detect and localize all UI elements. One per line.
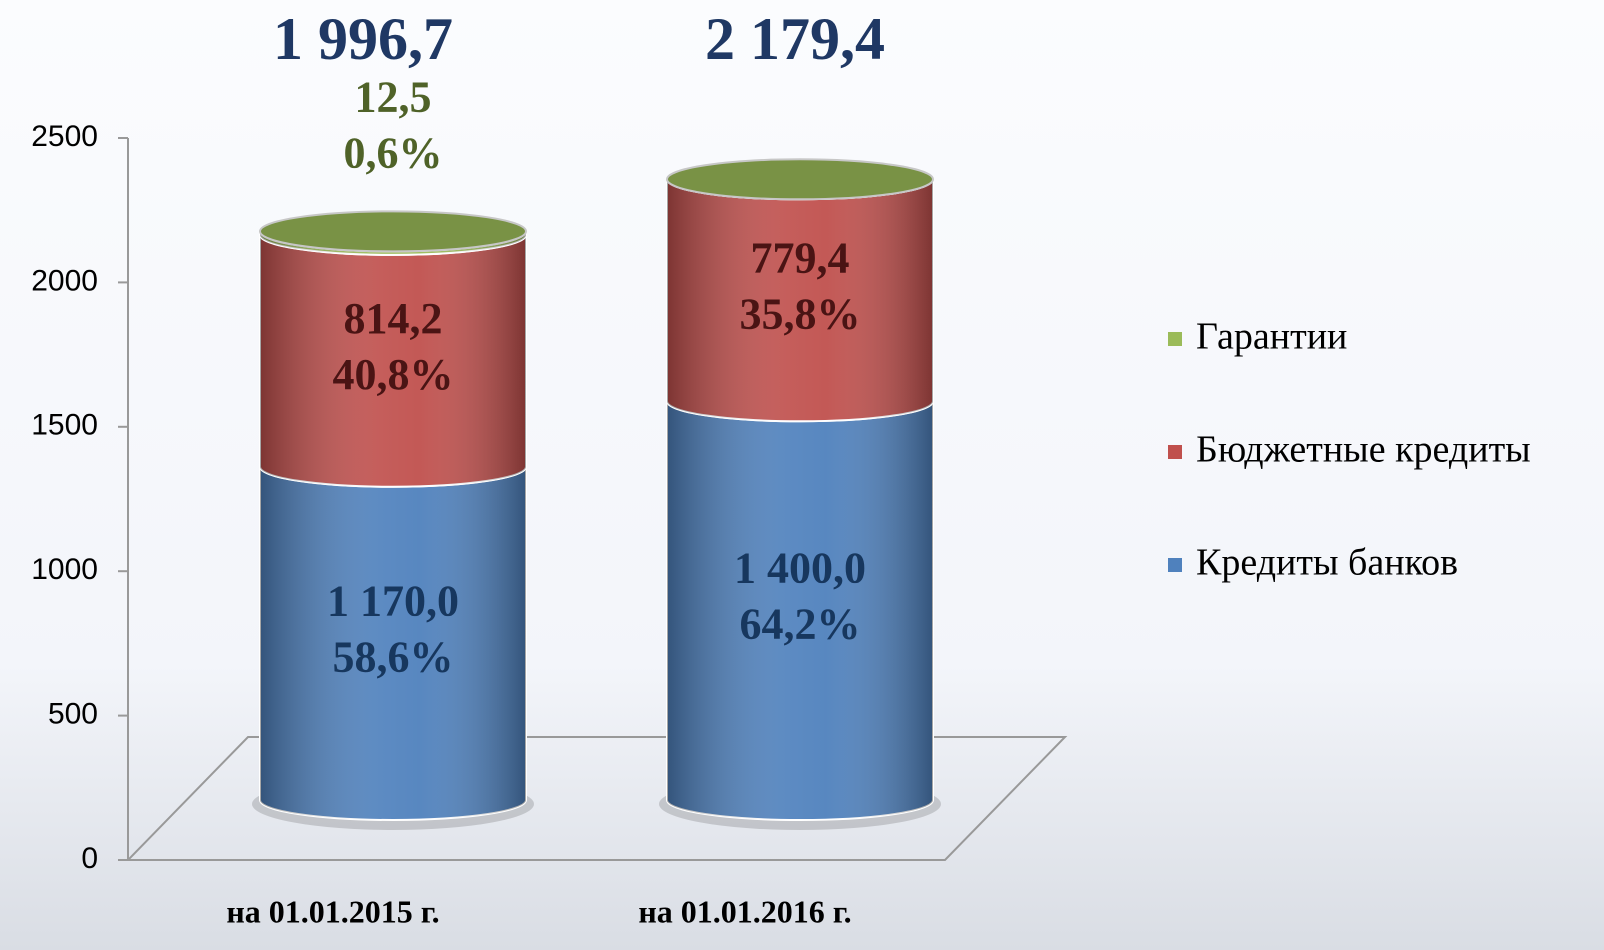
cylinder-top	[259, 210, 527, 253]
total-label: 1 996,7	[273, 6, 453, 72]
share-label: 35,8%	[740, 289, 861, 338]
x-tick-label: на 01.01.2015 г.	[226, 893, 439, 929]
data-label: 1 170,0	[327, 576, 459, 625]
cylinder-top	[666, 158, 934, 201]
y-tick-label: 2500	[31, 120, 98, 153]
x-tick-label: на 01.01.2016 г.	[638, 893, 851, 929]
cylinder-shading	[667, 401, 933, 820]
share-label: 40,8%	[333, 350, 454, 399]
cylinder-shading	[260, 466, 526, 820]
total-label: 2 179,4	[705, 6, 885, 72]
legend-swatch	[1168, 445, 1182, 459]
y-tick-label: 2000	[31, 264, 98, 297]
legend-swatch	[1168, 558, 1182, 572]
data-label: 814,2	[344, 294, 443, 343]
cylinder-shading	[667, 179, 933, 422]
y-tick-label: 500	[48, 698, 98, 731]
cylinder-shading	[260, 234, 526, 487]
share-label: 0,6%	[344, 128, 443, 177]
data-label: 12,5	[355, 72, 432, 121]
y-tick-label: 0	[81, 842, 98, 875]
data-label: 1 400,0	[734, 544, 866, 593]
legend-label: Кредиты банков	[1196, 542, 1458, 584]
share-label: 64,2%	[740, 600, 861, 649]
legend-label: Гарантии	[1196, 316, 1347, 358]
share-label: 58,6%	[333, 632, 454, 681]
floor	[125, 736, 1068, 861]
legend-label: Бюджетные кредиты	[1196, 429, 1531, 471]
data-label: 779,4	[751, 233, 850, 282]
y-tick-label: 1500	[31, 409, 98, 442]
legend-swatch	[1168, 332, 1182, 346]
y-tick-label: 1000	[31, 553, 98, 586]
